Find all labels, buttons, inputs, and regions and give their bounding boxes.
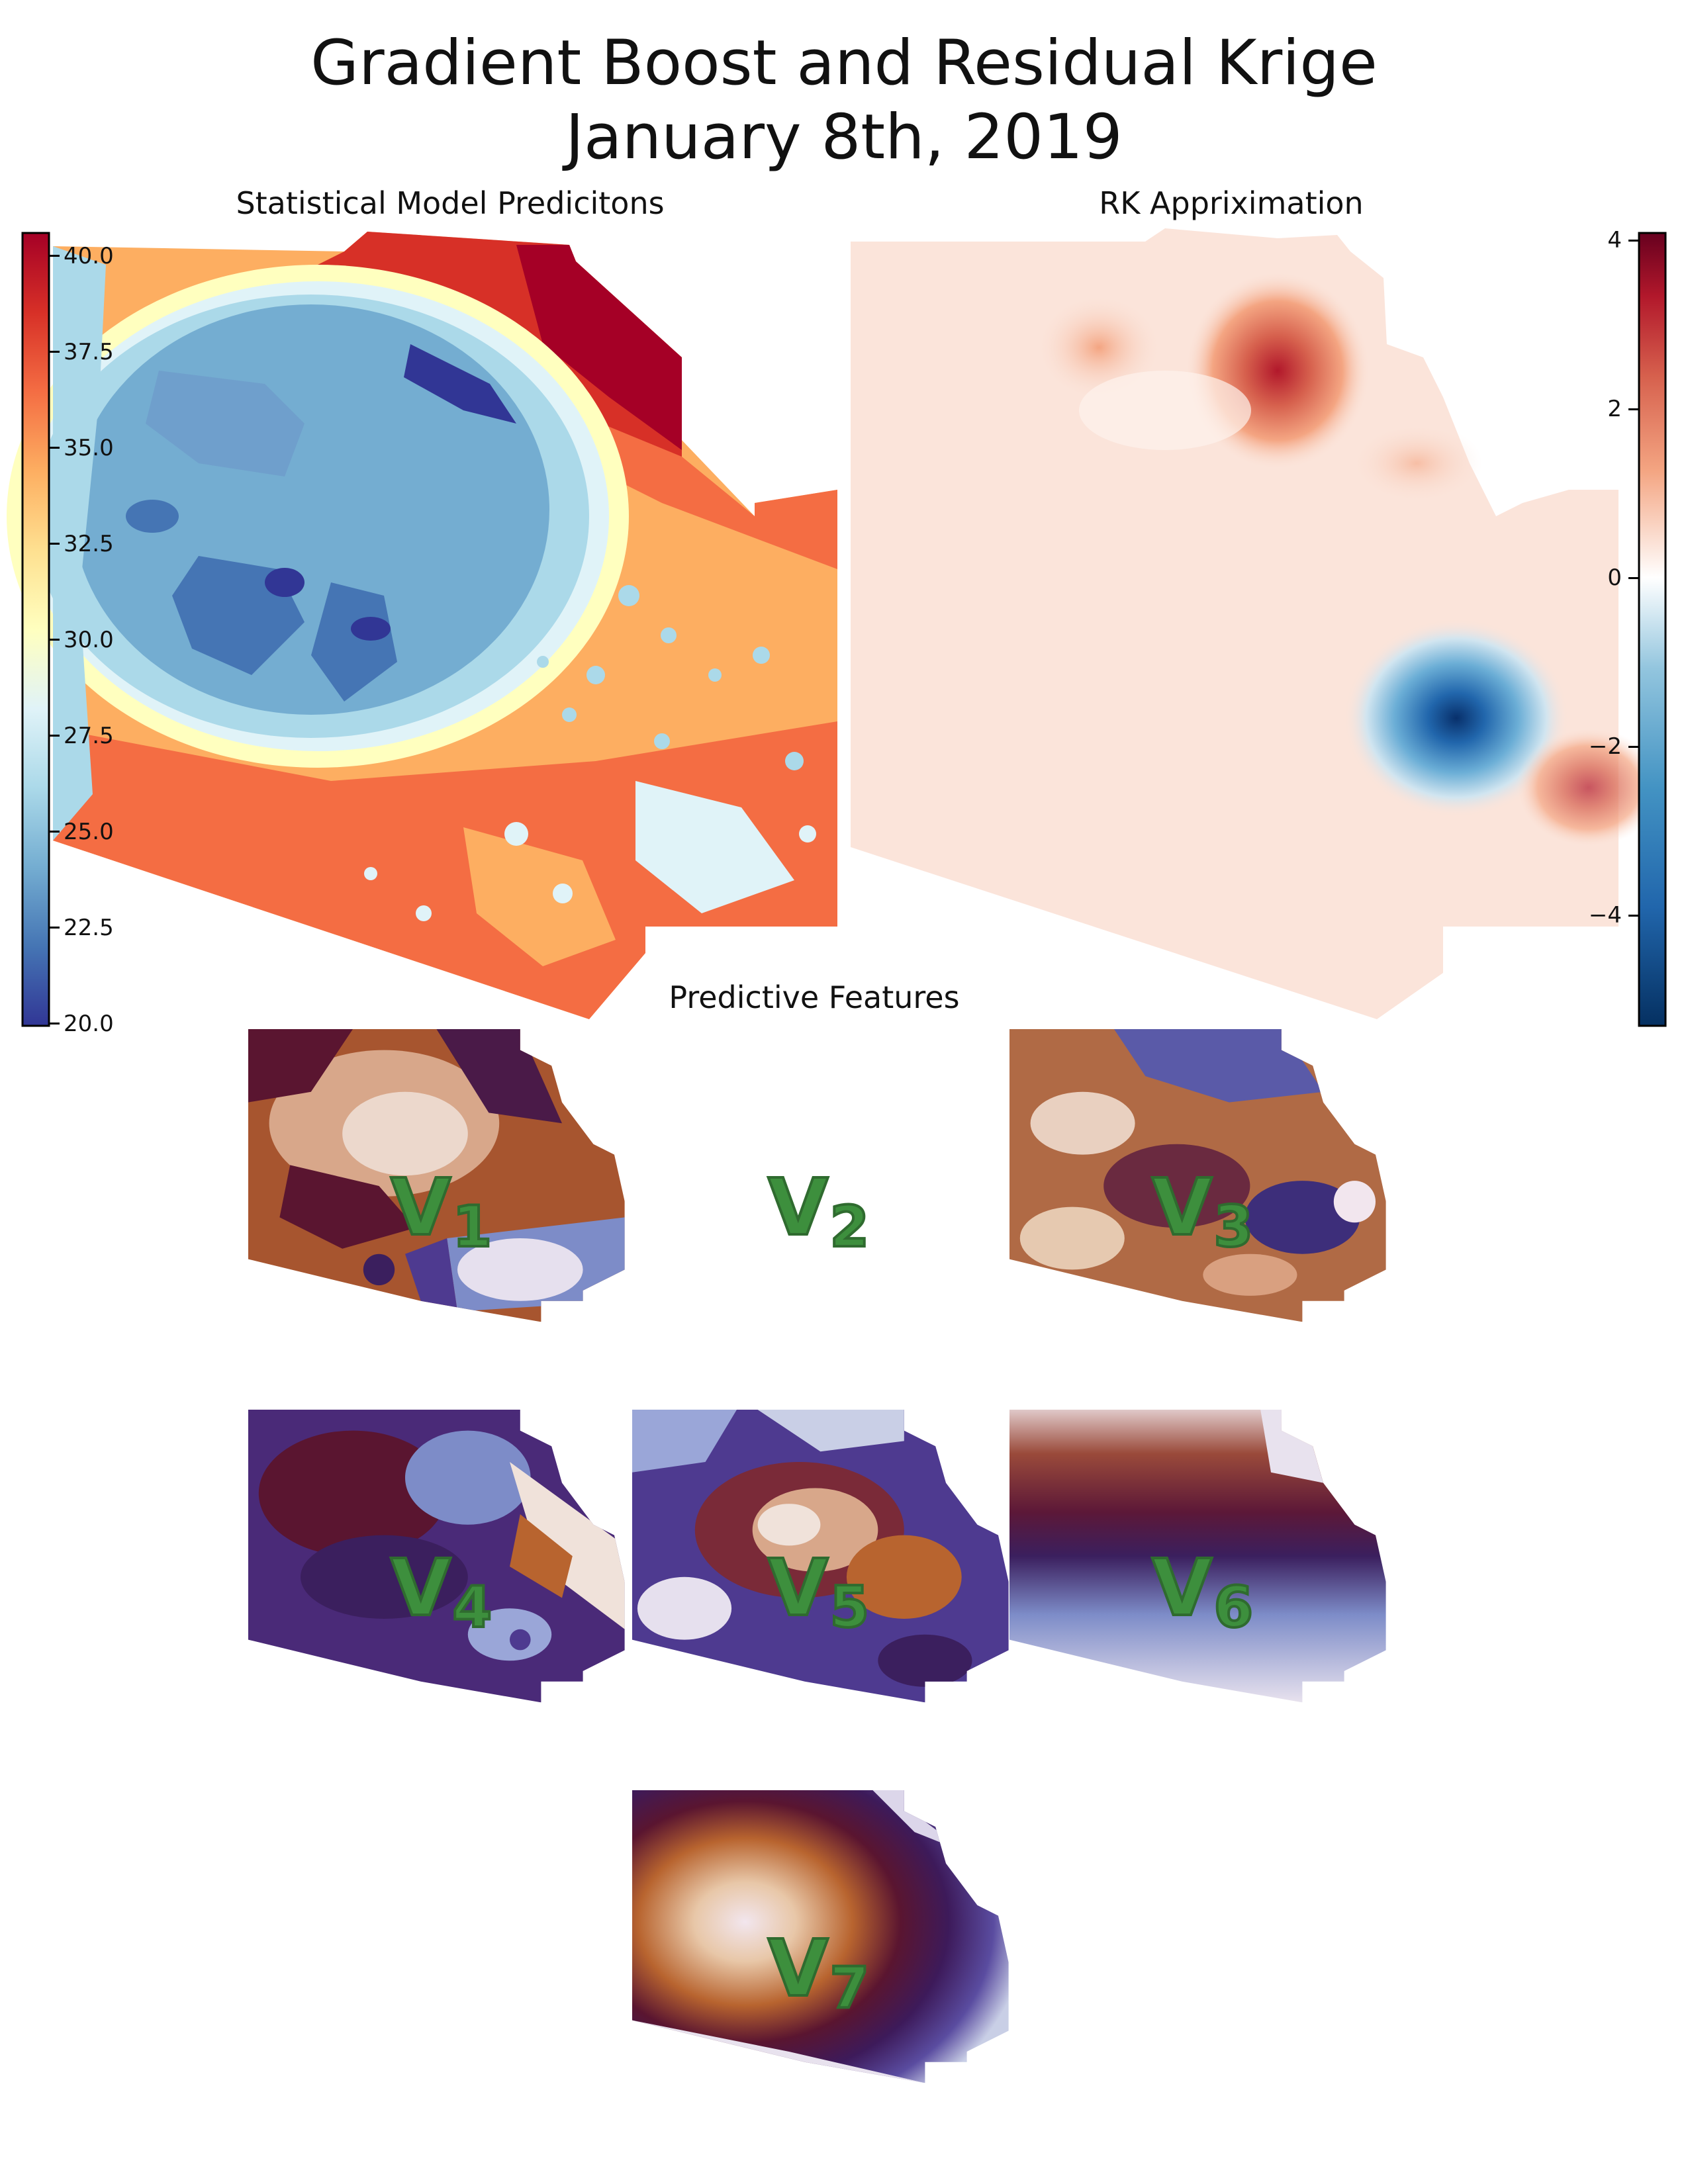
feature-label-v5: V5 [767,1541,871,1642]
stat-tick-27-5: 27.5 [64,723,114,749]
rk-colorbar [1638,232,1667,1027]
rk-tick-minus-4: −4 [1588,902,1622,929]
stat-tick-32-5: 32.5 [64,531,114,557]
rk-title: RK Appriximation [1099,185,1364,221]
stat-tick-35: 35.0 [64,435,114,461]
stat-tick-30: 30.0 [64,627,114,653]
figure-title-line1: Gradient Boost and Residual Krige [310,27,1378,99]
stat-tick-37-5: 37.5 [64,339,114,365]
stat-model-title: Statistical Model Predicitons [236,185,665,221]
feature-map-v5 [632,1410,1009,1703]
rk-tick-2: 2 [1607,396,1622,422]
feature-label-v7: V7 [767,1921,871,2023]
feature-label-v4: V4 [389,1541,494,1642]
feature-label-v6: V6 [1150,1541,1255,1642]
stat-tick-25: 25.0 [64,819,114,845]
feature-map-v3 [1009,1029,1386,1322]
features-title: Predictive Features [669,979,960,1015]
rk-map [851,228,1662,1019]
feature-label-v1: V1 [389,1160,494,1261]
figure-title-line2: January 8th, 2019 [565,101,1123,173]
stat-model-map [7,232,837,1019]
feature-label-v3: V3 [1150,1160,1255,1261]
feature-map-v4 [248,1410,625,1703]
stat-tick-40: 40.0 [64,243,114,269]
feature-label-v2: V2 [767,1160,871,1261]
rk-tick-minus-2: −2 [1588,733,1622,760]
rk-tick-4: 4 [1607,227,1622,253]
stat-colorbar [21,232,50,1027]
rk-tick-0: 0 [1607,565,1622,591]
stat-tick-20: 20.0 [64,1011,114,1037]
stat-tick-22-5: 22.5 [64,915,114,941]
